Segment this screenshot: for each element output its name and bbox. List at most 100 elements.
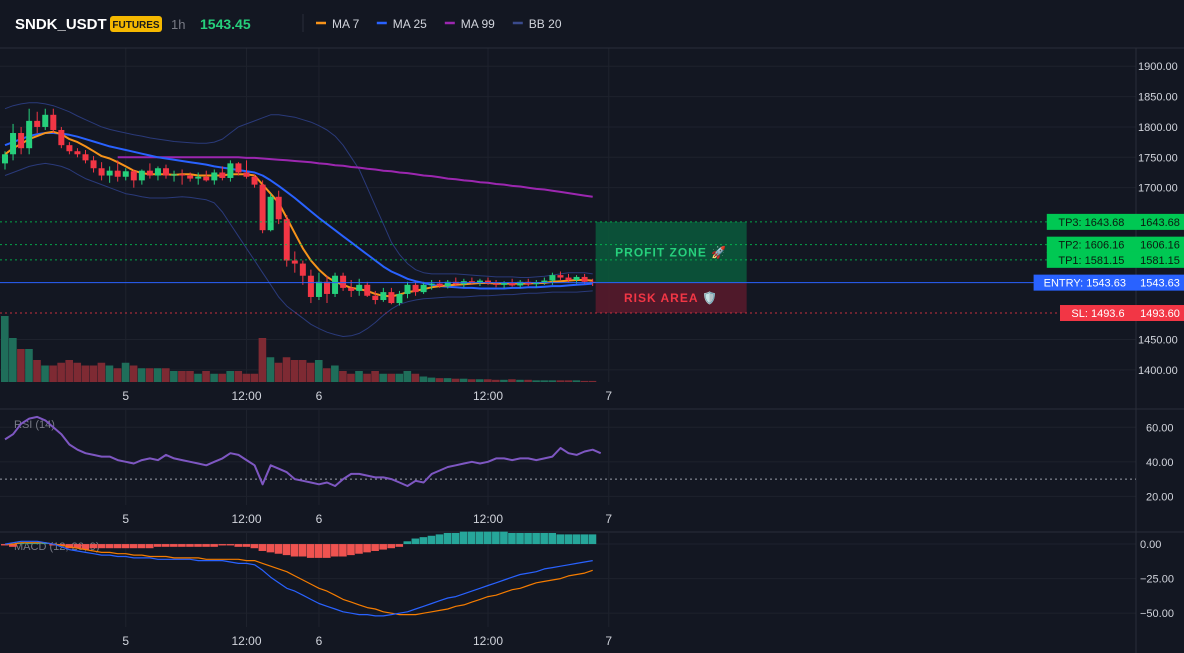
volume-bar	[532, 380, 540, 382]
level-price-box-sl	[1136, 305, 1184, 322]
candle-body	[66, 145, 73, 152]
volume-bar	[89, 365, 98, 382]
level-price-label-tp1: 1581.15	[1140, 255, 1180, 267]
level-tag-label-tp3: TP3: 1643.68	[1058, 217, 1124, 229]
volume-bar	[186, 371, 194, 382]
candle-body	[74, 151, 81, 155]
volume-bar	[298, 360, 307, 382]
volume-bar	[25, 349, 33, 382]
macd-hist-bar	[9, 544, 17, 547]
price-tick-label: 1450.00	[1138, 334, 1178, 346]
macd-hist-bar	[153, 544, 162, 547]
macd-hist-bar	[459, 531, 468, 545]
volume-bar	[250, 373, 259, 382]
level-price-label-tp2: 1606.16	[1140, 240, 1180, 252]
macd-tick-label: −50.00	[1140, 608, 1174, 620]
candle-body	[219, 172, 226, 178]
macd-hist-bar	[242, 544, 251, 547]
bb-lower-line	[4, 162, 593, 337]
volume-bar	[467, 379, 476, 382]
macd-hist-bar	[89, 544, 98, 549]
candle-body	[340, 275, 347, 288]
bb-upper-line	[4, 102, 593, 278]
candle-body	[517, 281, 524, 286]
volume-bar	[347, 373, 355, 382]
candle-body	[283, 219, 290, 261]
candle-body	[291, 260, 298, 264]
macd-hist-bar	[145, 544, 154, 549]
macd-hist-bar	[492, 531, 500, 545]
candle-body	[493, 283, 500, 285]
macd-hist-bar	[210, 544, 218, 547]
volume-bar	[508, 379, 516, 382]
macd-hist-bar	[435, 534, 444, 545]
legend-label-3: BB 20	[529, 17, 562, 31]
volume-bar	[153, 368, 162, 382]
volume-bar	[9, 338, 17, 382]
volume-bar	[427, 377, 436, 382]
volume-bar	[411, 373, 420, 382]
profit-zone	[595, 221, 747, 283]
volume-bar	[97, 362, 106, 382]
volume-bar	[475, 379, 484, 382]
volume-bar	[323, 368, 331, 382]
price-indicators	[4, 102, 593, 337]
volume-bar	[137, 368, 146, 382]
volume-bar	[194, 373, 202, 382]
ma7-line	[4, 130, 593, 298]
level-tag-tp1	[1046, 251, 1136, 268]
candle-body	[114, 170, 121, 177]
macd-hist-bar	[443, 533, 452, 545]
macd-hist-bar	[331, 544, 339, 557]
level-tag-label-tp2: TP2: 1606.16	[1058, 240, 1124, 252]
macd-hist-bar	[508, 533, 516, 545]
symbol-label: SNDK_USDT	[15, 16, 107, 33]
axes: 1400.00 1450.00 1700.00 1750.00 1800.00 1850.…	[122, 61, 1177, 648]
macd-hist-bar	[218, 544, 226, 546]
candle-body	[98, 168, 105, 176]
macd-hist-bar	[588, 534, 597, 545]
macd-hist-bar	[113, 544, 122, 549]
level-price-label-tp3: 1643.68	[1140, 217, 1180, 229]
level-tag-tp2	[1046, 236, 1136, 253]
volume-bar	[331, 365, 339, 382]
macd-line	[4, 540, 593, 617]
macd-hist-bar	[73, 544, 82, 549]
macd-hist-bar	[298, 544, 307, 557]
candle-body	[146, 170, 153, 176]
volume-bar	[492, 379, 500, 382]
level-price-box-tp2	[1136, 236, 1184, 253]
volume-bar	[403, 371, 412, 382]
volume-bar	[363, 373, 371, 382]
price-tick-label: 1400.00	[1138, 365, 1178, 377]
macd-hist-bar	[290, 544, 299, 557]
volume-bar	[129, 365, 138, 382]
time-tick-label: 6	[316, 512, 323, 526]
time-tick-label: 7	[605, 389, 612, 403]
macd-hist-bar	[540, 533, 548, 545]
macd-hist-bar	[556, 534, 565, 545]
volume-bar	[314, 360, 323, 382]
macd-hist-bar	[572, 534, 581, 545]
volume-bar	[41, 365, 49, 382]
macd-hist-bar	[548, 533, 556, 545]
time-tick-label: 7	[605, 512, 612, 526]
last-price: 1543.45	[200, 16, 251, 32]
macd-hist-bar	[532, 533, 540, 545]
macd-hist-bar	[202, 544, 210, 547]
volume-bar	[234, 371, 243, 382]
level-tag-entry	[1033, 274, 1136, 291]
trade-levels: TP3: 1643.68 1643.68 TP2: 1606.16 1606.16 TP…	[0, 213, 1184, 322]
level-price-label-sl: 1493.60	[1140, 308, 1180, 320]
macd-signal-line	[5, 542, 593, 616]
candle-body	[259, 184, 266, 231]
rsi-panel: RSI (14)	[0, 415, 1136, 487]
macd-hist-bar	[387, 544, 395, 549]
volume-bar	[113, 368, 122, 382]
macd-hist-bar	[178, 544, 186, 547]
rsi-line	[4, 415, 602, 487]
interval-label[interactable]: 1h	[171, 17, 185, 32]
macd-hist-bar	[1, 544, 9, 546]
futures-badge-label: FUTURES	[112, 20, 160, 31]
